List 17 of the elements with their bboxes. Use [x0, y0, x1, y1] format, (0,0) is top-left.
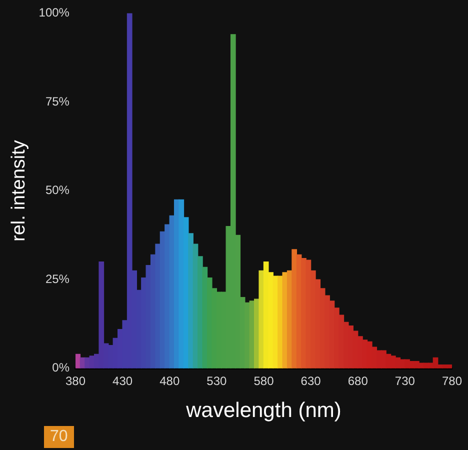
y-tick-label: 0% [52, 360, 70, 375]
y-axis-title: rel. intensity [8, 140, 30, 242]
x-tick-label: 480 [160, 374, 180, 388]
y-tick-label: 50% [45, 183, 70, 198]
y-tick-label: 100% [38, 6, 70, 20]
x-tick-label: 630 [300, 374, 322, 388]
x-axis-title: wavelength (nm) [185, 399, 342, 422]
x-tick-label: 780 [442, 374, 462, 388]
x-tick-label: 680 [348, 374, 368, 388]
y-tick-label: 75% [45, 94, 70, 108]
x-tick-label: 530 [206, 374, 228, 388]
x-tick-label: 430 [112, 374, 133, 388]
x-tick-label: 730 [394, 374, 416, 388]
x-tick-label: 380 [65, 374, 86, 388]
text: 70 [44, 426, 74, 448]
y-tick-label: 25% [45, 272, 70, 286]
x-tick-label: 580 [254, 374, 274, 388]
